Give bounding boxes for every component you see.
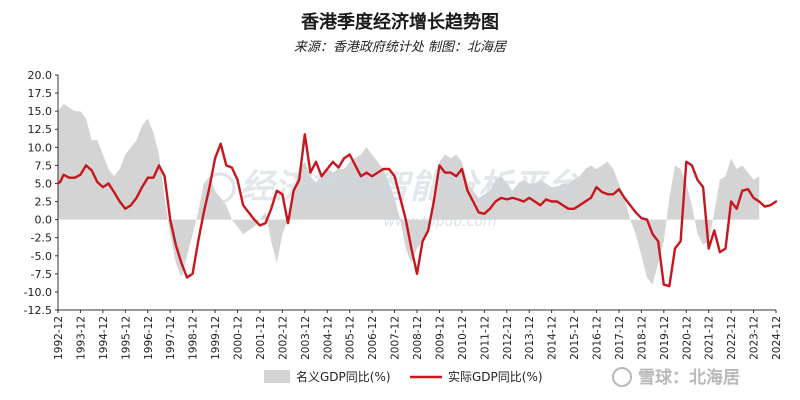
x-tick-label: 2001-12 [255,316,267,360]
y-tick-label: 12.5 [28,123,53,136]
x-tick-label: 2016-12 [592,316,604,360]
y-tick-label: 20.0 [28,69,53,82]
y-tick-label: -10.0 [24,286,52,299]
x-tick-label: 2017-12 [614,316,626,360]
x-tick-label: 2010-12 [457,316,469,360]
legend-swatch-nominal [264,370,290,383]
y-tick-label: 17.5 [28,87,53,100]
x-tick-label: 2020-12 [681,316,693,360]
x-tick-label: 2002-12 [277,316,289,360]
y-tick-label: 10.0 [28,141,53,154]
x-tick-label: 2015-12 [569,316,581,360]
y-tick-label: 0.0 [35,214,53,227]
x-tick-label: 2022-12 [726,316,738,360]
x-tick-label: 1998-12 [188,316,200,360]
real-gdp-line [56,133,778,288]
x-tick-label: 2023-12 [749,316,761,360]
x-tick-label: 2021-12 [704,316,716,360]
x-tick-label: 2006-12 [367,316,379,360]
x-tick-label: 2007-12 [390,316,402,360]
x-tick-label: 2008-12 [412,316,424,360]
legend-label-nominal: 名义GDP同比(%) [296,369,391,384]
x-tick-label: 2019-12 [659,316,671,360]
y-tick-label: -12.5 [24,304,52,317]
watermark-url: www.topdb.com [384,214,497,230]
nominal-gdp-area-layer [58,103,760,285]
y-tick-label: 15.0 [28,105,53,118]
x-tick-label: 1997-12 [165,316,177,360]
snowball-logo-icon [612,367,632,387]
x-tick-label: 2004-12 [322,316,334,360]
x-tick-label: 1996-12 [143,316,155,360]
y-tick-label: 7.5 [35,159,53,172]
y-tick-label: -7.5 [31,268,52,281]
y-tick-label: -5.0 [31,250,52,263]
chart-title: 香港季度经济增长趋势图 [301,12,499,33]
nominal-gdp-area [58,103,760,285]
x-tick-label: 2014-12 [547,316,559,360]
x-tick-label: 2013-12 [524,316,536,360]
brand-text: 雪球：北海居 [638,367,740,388]
x-tick-label: 2009-12 [434,316,446,360]
y-tick-label: 2.5 [35,196,53,209]
x-tick-label: 1992-12 [53,316,65,360]
x-tick-label: 2018-12 [636,316,648,360]
y-tick-label: -2.5 [31,232,52,245]
brand-watermark: 雪球：北海居 [612,367,740,388]
x-tick-label: 1999-12 [210,316,222,360]
chart-subtitle: 来源：香港政府统计处 制图：北海居 [293,40,507,55]
watermark-logo-icon [204,172,236,204]
real-gdp-line-layer [56,133,778,288]
x-tick-label: 2003-12 [300,316,312,360]
watermark-layer: 经济数据智能分析平台 www.topdb.com [204,167,582,230]
x-tick-labels: 1992-12 1993-12 1994-12 1995-12 1996-12 1997-… [53,310,783,360]
y-tick-labels: 20.0 17.5 15.0 12.5 10.0 7.5 5.0 2.5 0.0 -2.5 -5.0… [24,69,58,317]
x-tick-label: 1993-12 [75,316,87,360]
y-tick-label: 5.0 [35,177,53,190]
watermark-logo [204,172,236,204]
x-tick-label: 2005-12 [345,316,357,360]
x-tick-label: 2000-12 [233,316,245,360]
legend-label-real: 实际GDP同比(%) [448,369,543,384]
x-tick-label: 2024-12 [771,316,783,360]
x-tick-label: 1994-12 [98,316,110,360]
x-tick-label: 2012-12 [502,316,514,360]
x-tick-label: 1995-12 [120,316,132,360]
x-tick-label: 2011-12 [479,316,491,360]
legend: 名义GDP同比(%) 实际GDP同比(%) [264,369,543,384]
